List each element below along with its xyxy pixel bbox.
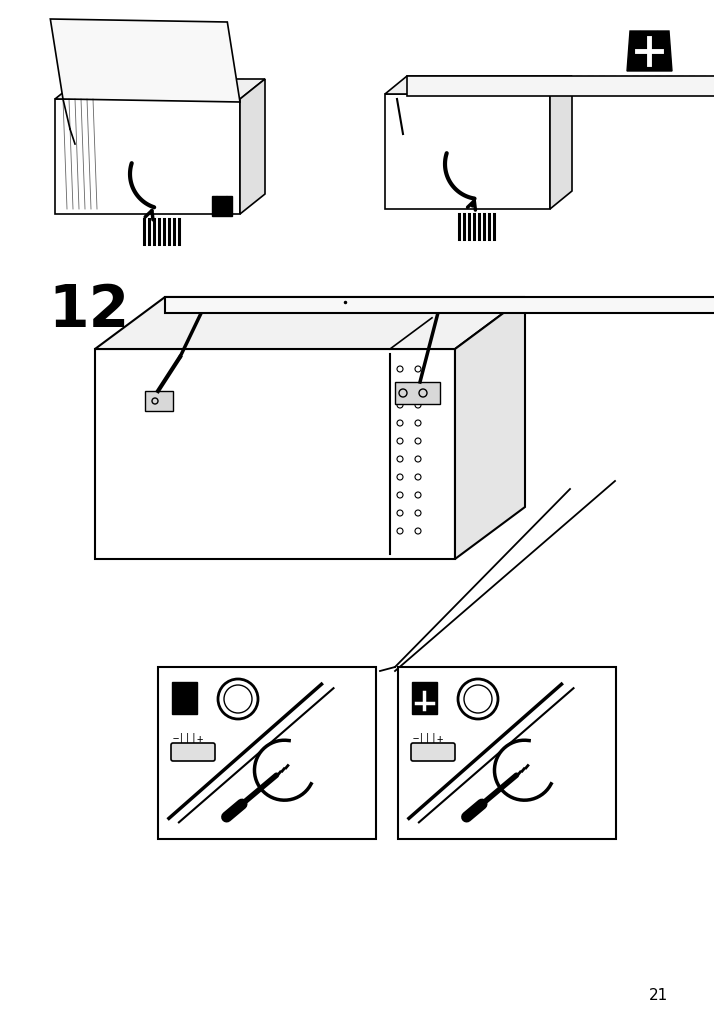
FancyBboxPatch shape bbox=[171, 743, 215, 761]
Bar bbox=[212, 197, 232, 216]
Polygon shape bbox=[550, 77, 572, 210]
Text: −│││+: −│││+ bbox=[413, 731, 444, 743]
Bar bbox=[55, 100, 240, 214]
Bar bbox=[172, 682, 197, 715]
Bar bbox=[158, 667, 376, 839]
Text: −│││+: −│││+ bbox=[173, 731, 204, 743]
Polygon shape bbox=[95, 297, 525, 350]
Bar bbox=[145, 391, 173, 411]
Bar bbox=[95, 350, 455, 559]
Text: 12: 12 bbox=[48, 282, 129, 339]
Polygon shape bbox=[407, 77, 714, 97]
Polygon shape bbox=[240, 80, 265, 214]
Polygon shape bbox=[455, 297, 525, 559]
Bar bbox=[395, 382, 440, 404]
Bar bbox=[385, 95, 550, 210]
FancyBboxPatch shape bbox=[411, 743, 455, 761]
Text: 21: 21 bbox=[649, 987, 668, 1002]
Polygon shape bbox=[385, 77, 572, 95]
Polygon shape bbox=[165, 297, 714, 313]
Polygon shape bbox=[50, 20, 240, 103]
Bar bbox=[412, 682, 437, 715]
Polygon shape bbox=[55, 80, 265, 100]
Polygon shape bbox=[627, 32, 672, 72]
Bar bbox=[398, 667, 616, 839]
